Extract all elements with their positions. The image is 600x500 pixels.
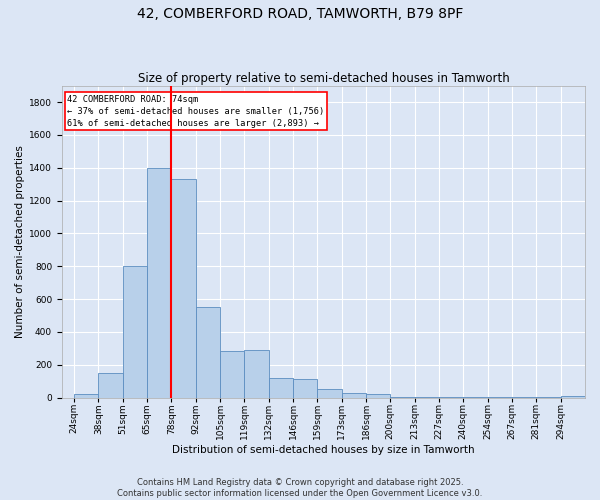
- Bar: [391, 396, 415, 398]
- Bar: [196, 307, 220, 398]
- Bar: [98, 373, 123, 398]
- Bar: [244, 350, 269, 398]
- Bar: [293, 378, 317, 398]
- Bar: [415, 396, 439, 398]
- Title: Size of property relative to semi-detached houses in Tamworth: Size of property relative to semi-detach…: [137, 72, 509, 85]
- Text: 42 COMBERFORD ROAD: 74sqm
← 37% of semi-detached houses are smaller (1,756)
61% : 42 COMBERFORD ROAD: 74sqm ← 37% of semi-…: [67, 95, 325, 128]
- Text: Contains HM Land Registry data © Crown copyright and database right 2025.
Contai: Contains HM Land Registry data © Crown c…: [118, 478, 482, 498]
- Text: 42, COMBERFORD ROAD, TAMWORTH, B79 8PF: 42, COMBERFORD ROAD, TAMWORTH, B79 8PF: [137, 8, 463, 22]
- Y-axis label: Number of semi-detached properties: Number of semi-detached properties: [15, 145, 25, 338]
- Bar: [220, 350, 244, 398]
- X-axis label: Distribution of semi-detached houses by size in Tamworth: Distribution of semi-detached houses by …: [172, 445, 475, 455]
- Bar: [74, 394, 98, 398]
- Bar: [147, 168, 172, 398]
- Bar: [317, 390, 341, 398]
- Bar: [172, 179, 196, 398]
- Bar: [560, 396, 585, 398]
- Bar: [123, 266, 147, 398]
- Bar: [366, 394, 391, 398]
- Bar: [269, 378, 293, 398]
- Bar: [341, 394, 366, 398]
